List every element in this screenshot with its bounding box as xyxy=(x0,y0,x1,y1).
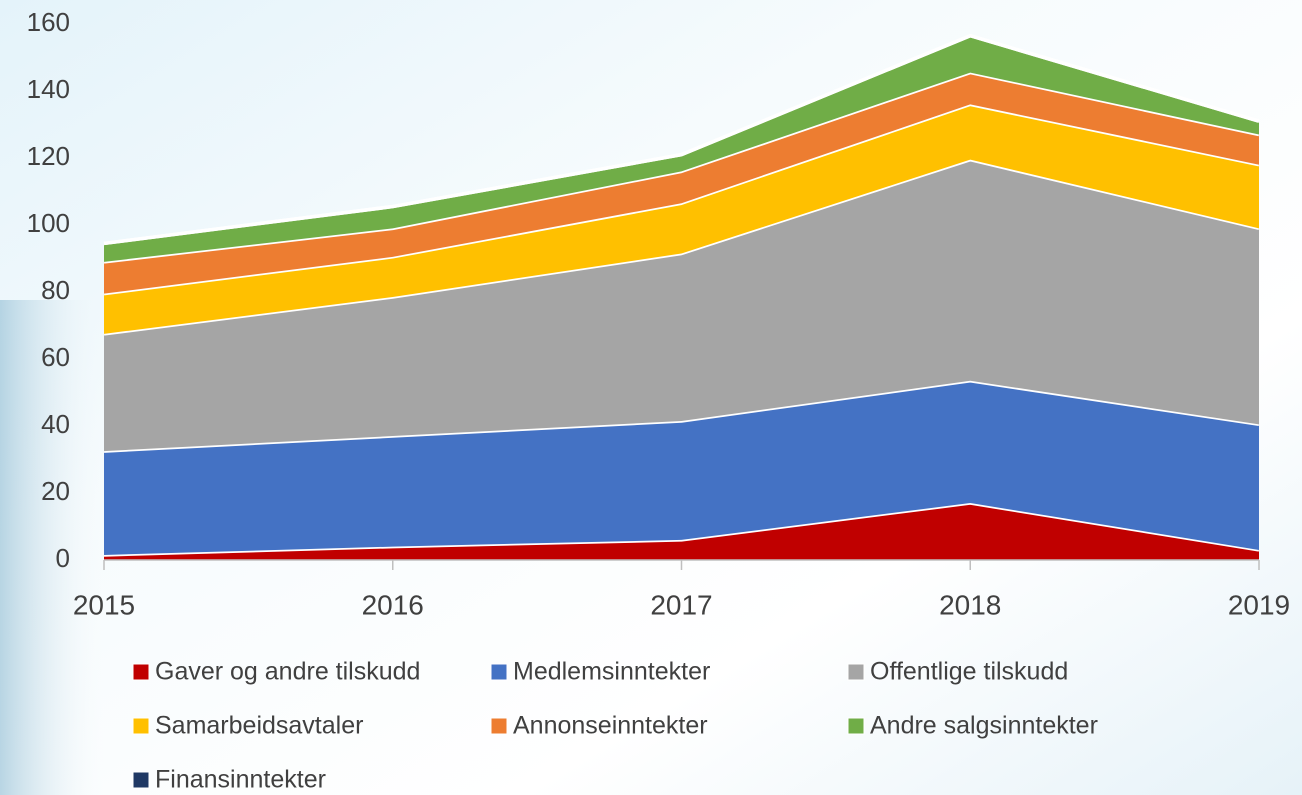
y-tick-label: 40 xyxy=(41,409,70,439)
y-tick-label: 140 xyxy=(27,74,70,104)
area xyxy=(104,503,1259,560)
legend-swatch xyxy=(490,663,508,681)
y-tick-label: 20 xyxy=(41,476,70,506)
legend-swatch xyxy=(490,717,508,735)
x-tick-label: 2017 xyxy=(650,589,712,620)
legend-label: Finansinntekter xyxy=(155,766,326,794)
area xyxy=(104,35,1259,262)
y-tick-label: 0 xyxy=(56,543,70,573)
x-tick-label: 2016 xyxy=(362,589,424,620)
area xyxy=(104,72,1259,294)
area xyxy=(104,104,1259,334)
y-tick-label: 100 xyxy=(27,208,70,238)
legend-swatch xyxy=(132,717,150,735)
legend-swatch xyxy=(847,663,865,681)
background-shade xyxy=(0,300,110,795)
legend-label: Medlemsinntekter xyxy=(513,658,710,686)
x-tick-label: 2019 xyxy=(1228,589,1290,620)
y-tick-label: 60 xyxy=(41,342,70,372)
y-tick-label: 160 xyxy=(27,7,70,37)
area xyxy=(104,380,1259,555)
legend-label: Samarbeidsavtaler xyxy=(155,712,363,740)
x-tick-label: 2018 xyxy=(939,589,1001,620)
legend-label: Offentlige tilskudd xyxy=(870,658,1068,686)
legend-swatch xyxy=(132,663,150,681)
legend-label: Gaver og andre tilskudd xyxy=(155,658,420,686)
area-edge xyxy=(103,33,1260,246)
y-tick-label: 120 xyxy=(27,141,70,171)
area xyxy=(104,159,1259,452)
legend-label: Andre salgsinntekter xyxy=(870,712,1098,740)
y-tick-label: 80 xyxy=(41,275,70,305)
legend-swatch xyxy=(847,717,865,735)
x-tick-label: 2015 xyxy=(73,589,135,620)
legend-swatch xyxy=(132,771,150,789)
legend-label: Annonseinntekter xyxy=(513,712,708,740)
